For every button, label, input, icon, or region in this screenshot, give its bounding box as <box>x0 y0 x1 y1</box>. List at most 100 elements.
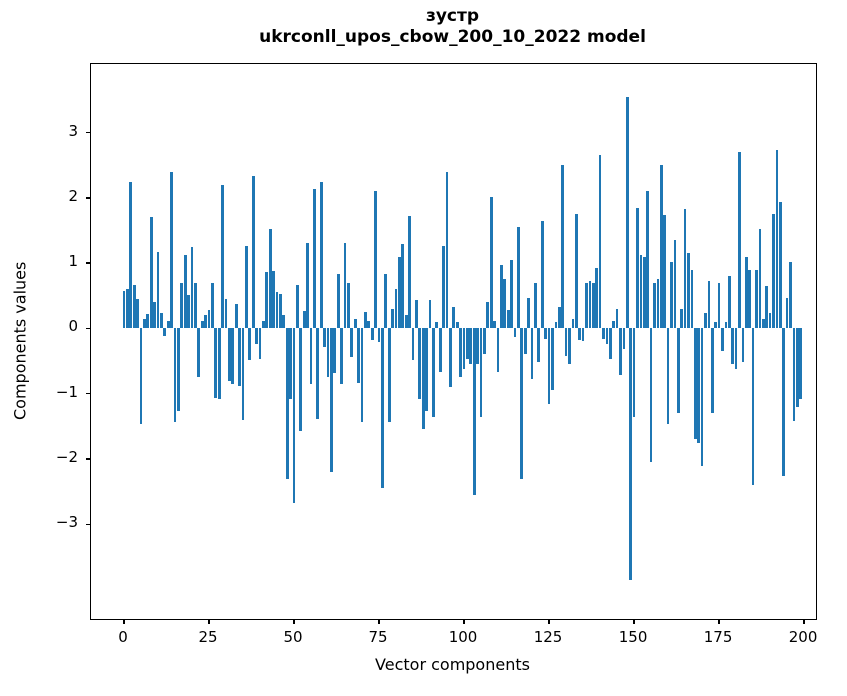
bar <box>156 252 160 329</box>
bar <box>517 227 520 329</box>
bar <box>248 328 252 361</box>
bar <box>411 328 415 361</box>
bar <box>415 299 418 329</box>
bar <box>568 328 571 364</box>
bar <box>143 318 146 329</box>
bar <box>136 299 139 329</box>
bar <box>449 328 452 388</box>
bar <box>292 328 296 504</box>
bar <box>738 152 741 329</box>
bar <box>564 328 568 356</box>
bar <box>493 320 496 329</box>
bar <box>561 165 565 329</box>
bar <box>758 229 762 329</box>
bar <box>394 288 398 329</box>
bar <box>710 328 714 413</box>
bar <box>612 320 616 329</box>
bar <box>367 320 371 329</box>
bar <box>282 315 286 329</box>
bar <box>581 328 585 342</box>
bar <box>360 328 364 423</box>
bar <box>646 191 650 329</box>
y-tick-label: 2 <box>68 186 78 205</box>
bar <box>755 269 758 329</box>
bar <box>506 310 510 329</box>
bar <box>377 328 381 343</box>
bar <box>183 254 187 329</box>
bar <box>452 306 456 329</box>
chart-title: зустр <box>425 6 480 26</box>
bar <box>591 283 595 329</box>
bar <box>326 328 330 378</box>
bar <box>459 328 462 378</box>
bar <box>319 181 323 329</box>
bar <box>160 313 163 329</box>
x-tick-label: 75 <box>368 628 388 646</box>
bar <box>656 279 660 329</box>
bar <box>350 328 354 357</box>
bar <box>217 328 221 399</box>
bar <box>530 328 534 379</box>
bar <box>163 328 167 336</box>
bar <box>636 207 639 329</box>
chart-subtitle: ukrconll_upos_cbow_200_10_2022 model <box>259 27 646 48</box>
x-tick-label: 25 <box>198 628 218 646</box>
bar <box>792 328 796 422</box>
bar <box>353 318 357 329</box>
bar <box>527 298 530 329</box>
bar <box>258 328 262 360</box>
bar <box>421 328 425 429</box>
x-tick-label: 175 <box>703 628 733 646</box>
bar <box>279 294 282 329</box>
bar <box>309 328 313 384</box>
bar <box>432 328 435 418</box>
bar <box>717 283 721 329</box>
bar <box>547 328 551 405</box>
bar <box>340 328 343 384</box>
bar <box>255 328 258 345</box>
bar <box>268 228 272 329</box>
y-tick-mark <box>85 262 90 264</box>
bar <box>676 328 680 413</box>
x-tick-label: 150 <box>618 628 648 646</box>
bar <box>445 171 449 329</box>
bar <box>231 328 235 384</box>
bar <box>190 247 194 329</box>
bar <box>211 283 214 329</box>
bar <box>265 271 269 329</box>
bar <box>336 274 340 329</box>
bar <box>768 313 772 329</box>
bar <box>578 328 582 341</box>
bar <box>666 328 670 425</box>
bar <box>472 328 476 495</box>
bar <box>347 283 350 329</box>
x-tick-mark <box>548 620 550 624</box>
bar <box>241 328 245 420</box>
bar <box>551 328 554 391</box>
bar <box>224 299 228 329</box>
x-tick-mark <box>293 620 295 624</box>
y-tick-label: 1 <box>68 252 78 271</box>
y-tick-label: −1 <box>55 382 78 401</box>
bar <box>772 213 775 329</box>
bar <box>476 328 479 364</box>
x-tick-label: 50 <box>283 628 303 646</box>
bar <box>289 328 292 399</box>
bar <box>272 270 275 329</box>
bar <box>697 328 701 443</box>
bar <box>663 214 667 329</box>
bar <box>173 328 177 423</box>
bar <box>404 315 408 329</box>
y-tick-mark <box>85 458 90 460</box>
bar <box>489 196 493 329</box>
bar <box>629 328 633 580</box>
bar <box>316 328 320 420</box>
bar <box>782 328 786 476</box>
x-tick-label: 100 <box>448 628 478 646</box>
bar <box>479 328 483 418</box>
bar <box>251 176 255 329</box>
bar <box>364 312 367 329</box>
bar <box>741 328 745 363</box>
bar <box>139 328 143 425</box>
